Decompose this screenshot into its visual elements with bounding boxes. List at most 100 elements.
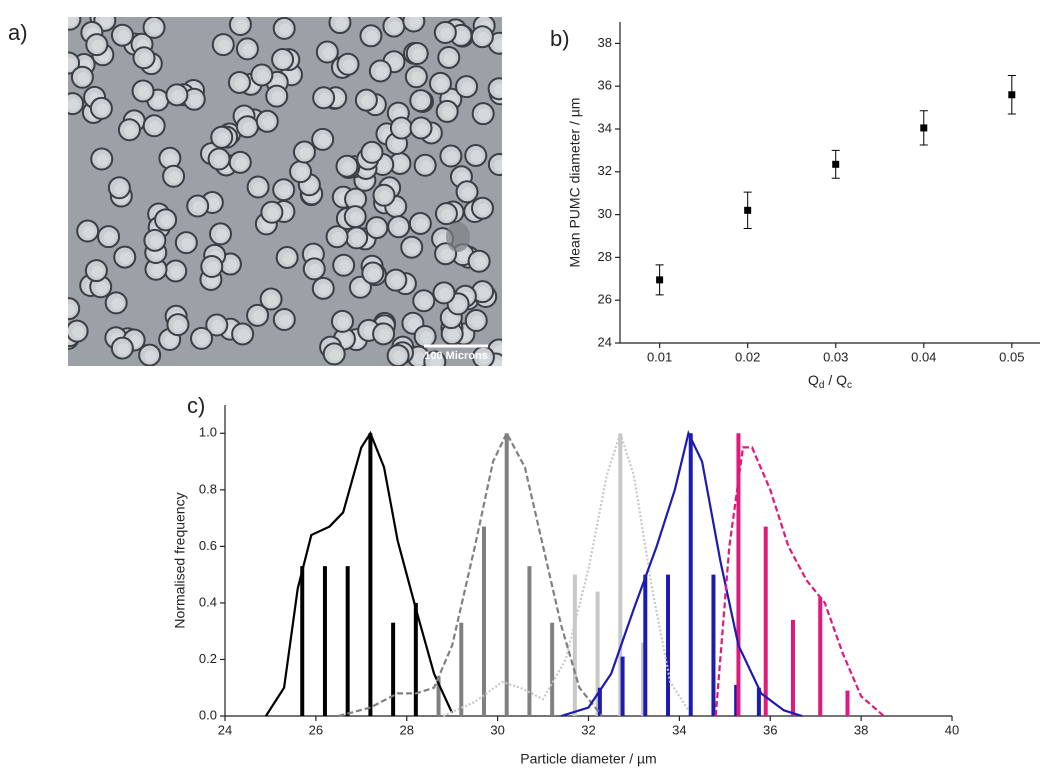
cell-highlight bbox=[91, 265, 104, 278]
x-tick-label: 32 bbox=[581, 722, 595, 737]
cell-highlight bbox=[91, 39, 104, 52]
x-tick-label: 0.01 bbox=[647, 349, 672, 364]
cell-highlight bbox=[339, 333, 352, 346]
y-tick-label: 0.8 bbox=[199, 481, 217, 496]
point bbox=[920, 124, 928, 132]
point bbox=[832, 160, 840, 168]
y-tick-label: 0.2 bbox=[199, 651, 217, 666]
point bbox=[1008, 91, 1016, 99]
cell-highlight bbox=[215, 228, 228, 241]
cell-highlight bbox=[317, 134, 330, 147]
cell-highlight bbox=[309, 263, 322, 276]
cell-highlight bbox=[95, 281, 108, 294]
cell-highlight bbox=[440, 27, 453, 40]
cell-highlight bbox=[171, 89, 184, 102]
cell-highlight bbox=[461, 81, 474, 94]
bar bbox=[413, 602, 418, 716]
cells bbox=[68, 17, 502, 366]
bar bbox=[763, 526, 768, 716]
bar bbox=[391, 622, 396, 716]
cell-highlight bbox=[377, 159, 390, 172]
cell-highlight bbox=[262, 116, 275, 129]
cell-highlight bbox=[407, 318, 420, 331]
cell-highlight bbox=[206, 261, 219, 274]
fit-curve bbox=[714, 446, 885, 717]
cell-highlight bbox=[277, 54, 290, 67]
bar bbox=[818, 597, 823, 716]
y-tick-label: 0.6 bbox=[199, 538, 217, 553]
panel-label: b) bbox=[550, 26, 570, 51]
bar bbox=[300, 566, 305, 716]
cell-highlight bbox=[252, 310, 265, 323]
bar bbox=[436, 676, 441, 716]
cell-highlight bbox=[494, 38, 502, 51]
cell-highlight bbox=[457, 249, 470, 262]
cell-highlight bbox=[99, 17, 112, 28]
cell-highlight bbox=[271, 91, 284, 104]
cell-highlight bbox=[103, 231, 116, 244]
cell-highlight bbox=[365, 30, 378, 43]
cell-highlight bbox=[415, 218, 428, 231]
cell-highlight bbox=[144, 350, 157, 363]
cell-highlight bbox=[391, 138, 404, 151]
cell-highlight bbox=[196, 333, 209, 346]
cell-highlight bbox=[420, 160, 433, 173]
bar bbox=[550, 622, 555, 716]
bar bbox=[459, 622, 464, 716]
cell-highlight bbox=[406, 242, 419, 255]
cell-highlight bbox=[435, 78, 448, 91]
cell-highlight bbox=[415, 95, 428, 108]
cell-highlight bbox=[253, 181, 266, 194]
bar bbox=[595, 591, 600, 716]
cell-highlight bbox=[355, 282, 368, 295]
cell-highlight bbox=[322, 46, 335, 59]
cell-highlight bbox=[149, 235, 162, 248]
cell-highlight bbox=[256, 69, 269, 82]
x-axis-label-part: c bbox=[847, 380, 852, 391]
cell-highlight bbox=[299, 147, 312, 160]
x-tick-label: 0.04 bbox=[911, 349, 936, 364]
cell-highlight bbox=[394, 158, 407, 171]
y-tick-label: 28 bbox=[598, 249, 612, 264]
cell-highlight bbox=[68, 58, 76, 71]
x-axis-label: Particle diameter / µm bbox=[520, 751, 656, 767]
cell-highlight bbox=[375, 65, 388, 78]
cell-highlight bbox=[412, 48, 425, 61]
cell-highlight bbox=[378, 328, 391, 341]
cell-highlight bbox=[114, 182, 127, 195]
cell-highlight bbox=[295, 166, 308, 179]
bar bbox=[618, 433, 623, 716]
cell-highlight bbox=[453, 298, 466, 311]
cell-highlight bbox=[477, 31, 490, 44]
cell-highlight bbox=[181, 237, 194, 250]
cell-highlight bbox=[192, 201, 205, 214]
y-tick-label: 0.0 bbox=[199, 707, 217, 722]
cell-highlight bbox=[216, 132, 229, 145]
cell-highlight bbox=[429, 356, 442, 366]
cell-highlight bbox=[443, 52, 456, 65]
cell-highlight bbox=[117, 343, 130, 356]
cell-highlight bbox=[411, 71, 424, 84]
cell-highlight bbox=[150, 264, 163, 277]
cell-highlight bbox=[393, 221, 406, 234]
cell-highlight bbox=[242, 43, 255, 56]
bar bbox=[711, 574, 716, 716]
x-tick-label: 0.03 bbox=[823, 349, 848, 364]
cell-highlight bbox=[279, 314, 292, 327]
y-axis-label: Normalised frequency bbox=[172, 492, 188, 628]
cell-highlight bbox=[235, 19, 248, 32]
cell-highlight bbox=[462, 186, 475, 199]
blur-spot bbox=[446, 222, 470, 252]
cell-highlight bbox=[332, 231, 345, 244]
cell-highlight bbox=[440, 248, 453, 261]
cell-highlight bbox=[438, 287, 451, 300]
cell-highlight bbox=[477, 203, 490, 216]
bar bbox=[736, 433, 741, 716]
cell-highlight bbox=[286, 69, 299, 82]
y-tick-label: 32 bbox=[598, 163, 612, 178]
bar bbox=[481, 526, 486, 716]
x-tick-label: 38 bbox=[854, 722, 868, 737]
x-tick-label: 24 bbox=[218, 722, 232, 737]
bar bbox=[688, 433, 693, 716]
fit-curve bbox=[264, 430, 454, 717]
